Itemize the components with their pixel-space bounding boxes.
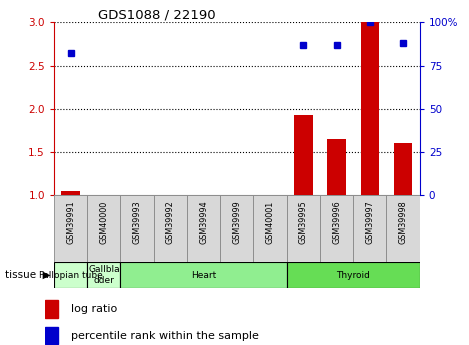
Bar — [327, 139, 346, 195]
FancyBboxPatch shape — [287, 195, 320, 262]
Text: GSM39994: GSM39994 — [199, 200, 208, 244]
Bar — [45, 300, 59, 318]
Bar — [45, 327, 59, 344]
FancyBboxPatch shape — [54, 195, 87, 262]
Text: Fallopian tube: Fallopian tube — [38, 270, 102, 280]
FancyBboxPatch shape — [253, 195, 287, 262]
FancyBboxPatch shape — [353, 195, 386, 262]
Bar — [394, 143, 412, 195]
FancyBboxPatch shape — [121, 195, 154, 262]
Text: log ratio: log ratio — [71, 304, 118, 314]
FancyBboxPatch shape — [121, 262, 287, 288]
Text: Thyroid: Thyroid — [336, 270, 370, 280]
FancyBboxPatch shape — [187, 195, 220, 262]
FancyBboxPatch shape — [154, 195, 187, 262]
Text: GSM39992: GSM39992 — [166, 200, 175, 244]
Text: Heart: Heart — [191, 270, 216, 280]
FancyBboxPatch shape — [386, 195, 420, 262]
Text: percentile rank within the sample: percentile rank within the sample — [71, 331, 259, 341]
Text: GSM39997: GSM39997 — [365, 200, 374, 244]
FancyBboxPatch shape — [220, 195, 253, 262]
Text: GSM39996: GSM39996 — [332, 200, 341, 244]
Text: GSM39998: GSM39998 — [399, 200, 408, 244]
Text: GSM39993: GSM39993 — [133, 200, 142, 244]
Text: Gallbla
dder: Gallbla dder — [88, 265, 120, 285]
FancyBboxPatch shape — [320, 195, 353, 262]
Bar — [361, 22, 379, 195]
Bar — [61, 190, 80, 195]
FancyBboxPatch shape — [87, 195, 121, 262]
Text: GSM39995: GSM39995 — [299, 200, 308, 244]
Text: GSM39991: GSM39991 — [66, 200, 75, 244]
Text: GDS1088 / 22190: GDS1088 / 22190 — [98, 8, 215, 21]
Text: GSM40001: GSM40001 — [265, 200, 275, 244]
FancyBboxPatch shape — [287, 262, 420, 288]
FancyBboxPatch shape — [87, 262, 121, 288]
Text: tissue  ▶: tissue ▶ — [5, 270, 50, 280]
Bar — [294, 115, 312, 195]
Text: GSM40000: GSM40000 — [99, 200, 108, 244]
Text: GSM39999: GSM39999 — [232, 200, 242, 244]
FancyBboxPatch shape — [54, 262, 87, 288]
